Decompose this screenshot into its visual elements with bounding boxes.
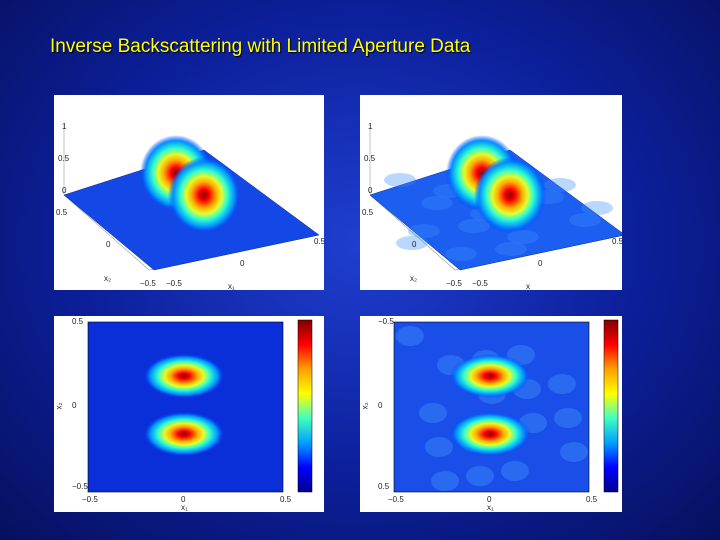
noise [421, 196, 453, 210]
slide-title: Inverse Backscattering with Limited Aper… [50, 36, 471, 57]
tick-label: 0.5 [612, 237, 622, 246]
tick-label: 0 [181, 495, 186, 504]
noise [581, 201, 613, 215]
plot-graphic [63, 125, 320, 271]
tick-label: −0.5 [166, 279, 182, 288]
tick-label: −0.5 [82, 495, 98, 504]
peak [168, 157, 240, 233]
tick-label: x₂ [360, 402, 370, 410]
tick-label: 0 [106, 240, 111, 249]
plot-graphic [369, 125, 622, 271]
noise [408, 224, 440, 238]
tick-label: 0.5 [58, 154, 70, 163]
blob [144, 412, 224, 456]
plot-graphic [393, 319, 619, 493]
tick-label: 0.5 [364, 154, 376, 163]
tick-label: −0.5 [388, 495, 404, 504]
heatmap-plot: 0.5 0 −0.5 −0.5 0 0.5 x₂ x₁ [54, 316, 324, 512]
heatmap-bg [87, 321, 284, 493]
noise [507, 230, 539, 244]
tick-label: 0.5 [280, 495, 292, 504]
noise [445, 247, 477, 261]
noise [384, 173, 416, 187]
tick-label: −0.5 [378, 317, 394, 326]
tick-label: 0.5 [314, 237, 324, 246]
tick-label: 0.5 [362, 208, 374, 217]
noise [544, 178, 576, 192]
tick-label: 0 [412, 240, 417, 249]
surface-plot: 1 0.5 0 0.5 0 −0.5 0.5 0 −0.5 x₂ x [360, 95, 622, 290]
tick-label: −0.5 [140, 279, 156, 288]
tick-label: x₂ [54, 402, 64, 410]
tick-label: 0 [378, 401, 383, 410]
tick-label: 0 [368, 186, 373, 195]
tick-label: x₂ [104, 274, 112, 283]
blob [450, 354, 530, 398]
tick-label: 0 [240, 259, 245, 268]
tick-label: 0 [487, 495, 492, 504]
noise [458, 219, 490, 233]
noise [396, 236, 428, 250]
colorbar [297, 319, 313, 493]
noise [466, 466, 494, 486]
noise [431, 471, 459, 491]
tick-label: 0 [62, 186, 67, 195]
tick-label: x₁ [487, 503, 494, 512]
heatmap-bg [393, 321, 590, 493]
tick-label: x₁ [181, 503, 188, 512]
noise [548, 374, 576, 394]
tick-label: 0 [538, 259, 543, 268]
noise [560, 442, 588, 462]
heatmap-plot: −0.5 0 0.5 −0.5 0 0.5 x₂ x₁ [360, 316, 622, 512]
tick-label: −0.5 [446, 279, 462, 288]
tick-label: x [526, 282, 530, 291]
peak [474, 157, 546, 233]
surface-plot: 1 0.5 0 0.5 0 −0.5 0.5 0 −0.5 x₂ x₁ [54, 95, 324, 290]
blob [450, 412, 530, 456]
noise [495, 242, 527, 256]
noise [554, 408, 582, 428]
plot-graphic [87, 319, 313, 493]
noise [569, 213, 601, 227]
noise [396, 326, 424, 346]
tick-label: 1 [62, 122, 67, 131]
blob [144, 354, 224, 398]
noise [419, 403, 447, 423]
tick-label: 0.5 [586, 495, 598, 504]
tick-label: −0.5 [72, 482, 88, 491]
tick-label: 0 [72, 401, 77, 410]
noise [501, 461, 529, 481]
tick-label: x₁ [228, 282, 235, 291]
noise [425, 437, 453, 457]
tick-label: 1 [368, 122, 373, 131]
tick-label: 0.5 [72, 317, 84, 326]
colorbar [603, 319, 619, 493]
tick-label: 0.5 [378, 482, 390, 491]
tick-label: −0.5 [472, 279, 488, 288]
tick-label: 0.5 [56, 208, 68, 217]
tick-label: x₂ [410, 274, 418, 283]
